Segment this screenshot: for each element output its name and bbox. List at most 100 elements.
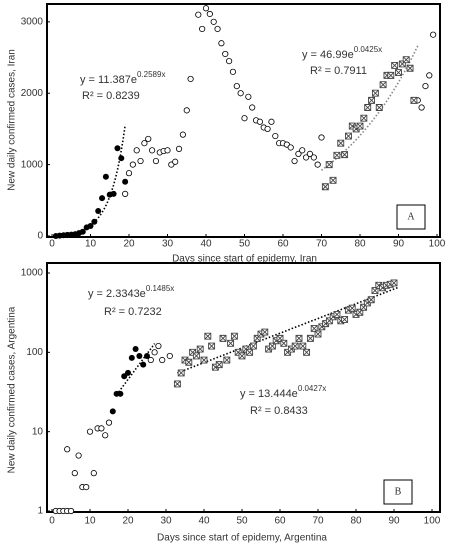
x-tick-label: 40 bbox=[198, 516, 210, 527]
point bbox=[229, 68, 237, 75]
point bbox=[218, 40, 225, 47]
point bbox=[426, 72, 433, 79]
point bbox=[144, 352, 150, 359]
x-tick-label: 90 bbox=[388, 516, 400, 527]
point bbox=[91, 218, 98, 225]
point bbox=[395, 69, 402, 76]
point bbox=[371, 287, 379, 295]
point bbox=[264, 125, 271, 133]
point bbox=[375, 104, 383, 111]
r-squared: R² = 0.8239 bbox=[82, 90, 140, 102]
x-tick-label: 60 bbox=[274, 516, 286, 527]
panel-label-box bbox=[396, 204, 426, 230]
point bbox=[430, 31, 437, 38]
point bbox=[314, 330, 322, 338]
point bbox=[99, 195, 106, 202]
point bbox=[226, 58, 233, 65]
point bbox=[303, 348, 311, 356]
point bbox=[256, 118, 263, 125]
point bbox=[86, 428, 94, 435]
equation-exponent: 0.0425x bbox=[354, 45, 382, 54]
point bbox=[159, 356, 166, 364]
point bbox=[238, 352, 246, 360]
point bbox=[249, 104, 256, 111]
point bbox=[371, 89, 379, 97]
r-squared: R² = 0.7232 bbox=[104, 306, 162, 318]
x-axis-label: Days since start of epidemy, Argentina bbox=[157, 533, 327, 544]
point bbox=[208, 342, 216, 350]
point bbox=[175, 145, 183, 153]
point bbox=[128, 354, 135, 361]
y-axis-label: New daily confirmed cases, Argentina bbox=[7, 306, 18, 473]
point bbox=[356, 308, 364, 316]
trend-equation: y = 46.99e0.0425x bbox=[302, 45, 382, 61]
point bbox=[98, 425, 105, 432]
point bbox=[379, 81, 387, 89]
point bbox=[79, 228, 86, 235]
y-axis-label: New daily confirmed cases, Iran bbox=[7, 49, 18, 191]
point bbox=[122, 190, 129, 197]
y-tick-label: 2000 bbox=[21, 88, 44, 99]
point bbox=[204, 332, 212, 340]
point bbox=[268, 118, 275, 125]
point bbox=[390, 279, 398, 287]
point bbox=[125, 369, 131, 376]
point bbox=[391, 61, 399, 69]
equation-exponent: 0.1485x bbox=[146, 284, 174, 293]
y-tick-label: 1000 bbox=[21, 159, 44, 170]
panel-label-box bbox=[383, 479, 413, 505]
trendline bbox=[71, 124, 126, 234]
point bbox=[136, 352, 143, 359]
point bbox=[333, 151, 341, 159]
x-tick-label: 20 bbox=[122, 516, 134, 527]
trendline bbox=[321, 45, 419, 171]
point bbox=[364, 104, 372, 111]
point bbox=[196, 345, 204, 353]
point bbox=[341, 151, 349, 159]
point bbox=[83, 484, 90, 491]
point bbox=[114, 145, 121, 152]
point bbox=[206, 10, 213, 18]
point bbox=[402, 56, 410, 64]
point bbox=[306, 334, 314, 342]
point bbox=[241, 115, 248, 122]
point bbox=[291, 342, 299, 350]
point bbox=[71, 470, 78, 477]
point bbox=[272, 132, 279, 140]
point bbox=[210, 18, 217, 25]
x-tick-label: 0 bbox=[49, 516, 55, 527]
point bbox=[249, 342, 257, 350]
trend-equation: y = 13.444e0.0427x bbox=[240, 384, 326, 400]
r-squared: R² = 0.8433 bbox=[250, 405, 308, 417]
point bbox=[166, 352, 173, 360]
r-squared: R² = 0.7911 bbox=[310, 65, 367, 77]
point bbox=[287, 144, 294, 151]
point bbox=[177, 369, 185, 377]
point bbox=[214, 25, 221, 33]
point bbox=[325, 161, 333, 169]
point bbox=[410, 96, 418, 104]
point bbox=[185, 358, 193, 366]
point bbox=[179, 131, 186, 138]
point bbox=[137, 157, 144, 165]
point bbox=[200, 356, 208, 364]
point bbox=[173, 380, 181, 388]
trendline bbox=[115, 343, 156, 396]
point bbox=[102, 173, 109, 180]
point bbox=[310, 154, 317, 161]
point bbox=[219, 334, 227, 342]
point bbox=[105, 419, 113, 426]
point bbox=[75, 452, 82, 459]
x-tick-label: 30 bbox=[162, 239, 174, 250]
point bbox=[306, 150, 314, 158]
point bbox=[87, 223, 94, 230]
point bbox=[199, 25, 206, 33]
point bbox=[122, 178, 129, 185]
point bbox=[102, 432, 109, 439]
panel-label: B bbox=[395, 486, 402, 497]
point bbox=[318, 134, 325, 141]
point bbox=[64, 446, 71, 453]
x-tick-label: 50 bbox=[239, 239, 251, 250]
point bbox=[310, 325, 318, 332]
trend-equation: y = 2.3343e0.1485x bbox=[88, 284, 174, 300]
